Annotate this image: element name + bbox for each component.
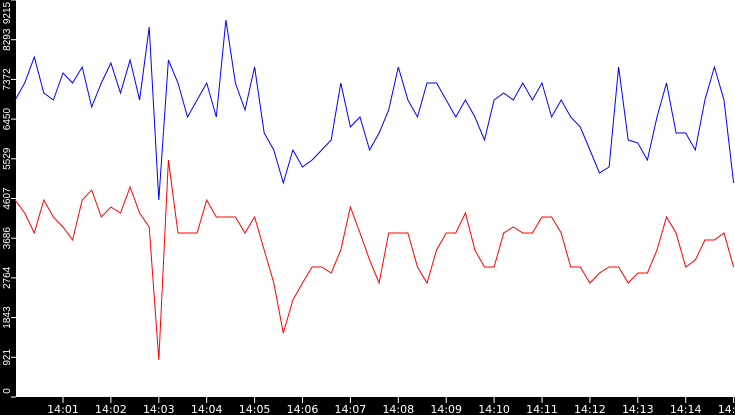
x-tick-label: 14:02 xyxy=(95,403,127,415)
x-tick-label: 14:12 xyxy=(574,403,606,415)
x-tick-label: 14:04 xyxy=(191,403,223,415)
y-tick-label: 6450 xyxy=(2,108,13,131)
x-tick-label: 14:09 xyxy=(430,403,462,415)
x-axis: 14:01 14:02 14:03 14:04 14:05 14:06 14:07 14:08… xyxy=(47,397,735,415)
y-tick-label: 1843 xyxy=(2,306,13,329)
y-tick-label: 5529 xyxy=(2,147,13,170)
x-tick-label: 14:10 xyxy=(478,403,510,415)
y-tick-label: 7372 xyxy=(2,68,13,91)
x-tick-label: 14:13 xyxy=(622,403,654,415)
y-tick-label: 9215 xyxy=(2,1,13,24)
y-tick-label: 0 xyxy=(2,388,13,394)
x-tick-label: 14:07 xyxy=(335,403,367,415)
x-tick-label: 14:11 xyxy=(526,403,558,415)
plot-area xyxy=(16,0,735,397)
series-layer xyxy=(14,19,735,361)
series-line-2 xyxy=(14,159,735,361)
y-tick-label: 8293 xyxy=(2,28,13,51)
y-tick-label: 3686 xyxy=(2,227,13,250)
x-tick-label: 14:05 xyxy=(239,403,271,415)
x-tick-label: 14:08 xyxy=(382,403,414,415)
x-tick-label: 14:01 xyxy=(47,403,79,415)
x-tick-label: 14:06 xyxy=(287,403,319,415)
y-tick-label: 4607 xyxy=(2,187,13,210)
series-line-1 xyxy=(14,19,735,201)
x-tick-label: 14:03 xyxy=(143,403,175,415)
x-tick-label: 14:14 xyxy=(670,403,702,415)
y-tick-label: 921 xyxy=(2,349,13,366)
y-tick-label: 2764 xyxy=(2,266,13,289)
y-axis: 0 921 1843 2764 3686 4607 5529 6450 7372 8293 9215 xyxy=(2,0,16,398)
x-tick-label: 14:15 xyxy=(718,403,735,415)
